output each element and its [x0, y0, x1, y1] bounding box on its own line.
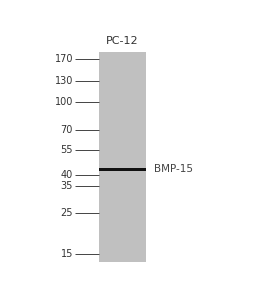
- Text: 25: 25: [60, 208, 73, 218]
- Text: 15: 15: [61, 249, 73, 259]
- Text: 100: 100: [55, 97, 73, 106]
- Text: 35: 35: [61, 181, 73, 191]
- Bar: [99, 52, 146, 262]
- Bar: [99, 168, 146, 171]
- Text: 40: 40: [61, 170, 73, 180]
- Text: BMP-15: BMP-15: [154, 164, 193, 174]
- Text: PC-12: PC-12: [106, 36, 139, 46]
- Text: 130: 130: [55, 76, 73, 85]
- Text: 170: 170: [54, 54, 73, 64]
- Text: 70: 70: [61, 125, 73, 135]
- Text: 55: 55: [60, 145, 73, 154]
